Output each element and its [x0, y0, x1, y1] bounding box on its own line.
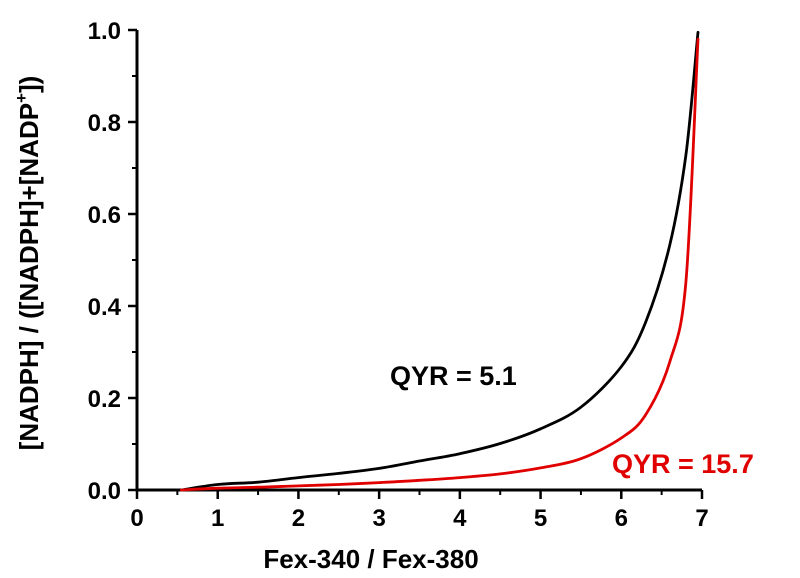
- x-axis-ticks: 0 1 2 3 4 5 6 7: [130, 490, 709, 532]
- y-tick-label: 0.4: [88, 294, 122, 321]
- x-tick-label: 6: [615, 505, 628, 532]
- plot-area: [135, 30, 702, 492]
- x-tick-label: 4: [453, 505, 467, 532]
- y-axis-label-end: ]): [14, 76, 44, 93]
- series-line-1: [180, 37, 700, 492]
- x-tick-label: 0: [130, 505, 143, 532]
- x-tick-label: 1: [211, 505, 224, 532]
- series-line-0: [180, 30, 700, 492]
- y-axis-label: [NADPH] / ([NADPH]+[NADP+]): [12, 76, 44, 451]
- annotation-qyr-15-7: QYR = 15.7: [612, 449, 754, 479]
- y-tick-label: 0.8: [88, 110, 121, 137]
- x-tick-label: 2: [292, 505, 305, 532]
- annotation-qyr-5-1: QYR = 5.1: [390, 361, 517, 391]
- y-tick-label: 0.2: [88, 386, 121, 413]
- x-tick-label: 5: [534, 505, 547, 532]
- y-axis-ticks: 0.0 0.2 0.4 0.6 0.8 1.0: [88, 18, 137, 505]
- x-axis-label: Fex-340 / Fex-380: [263, 544, 478, 574]
- x-tick-label: 7: [695, 505, 708, 532]
- y-tick-label: 1.0: [88, 18, 121, 45]
- y-axis-label-main: [NADPH] / ([NADPH]+[NADP: [14, 103, 44, 450]
- y-tick-label: 0.0: [88, 478, 121, 505]
- y-tick-label: 0.6: [88, 202, 121, 229]
- y-axis-label-superscript: +: [12, 93, 31, 103]
- x-tick-label: 3: [372, 505, 385, 532]
